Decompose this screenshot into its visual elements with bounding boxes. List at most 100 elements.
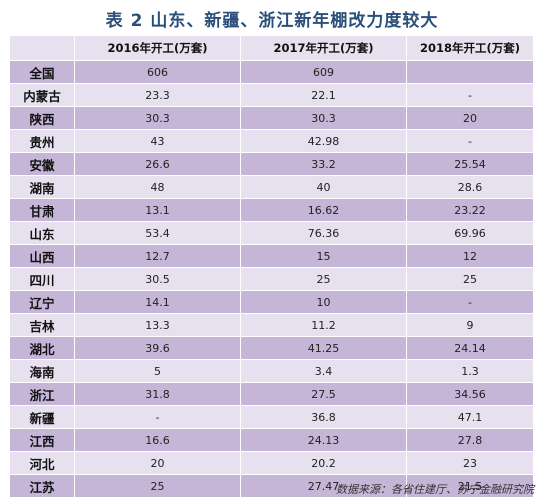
header-cell-2016: 2016年开工(万套) [74, 35, 241, 61]
table-row: 贵州 43 42.98- [9, 129, 534, 153]
cell-2017: 42.98 [240, 129, 407, 153]
cell-2017: 3.4 [240, 359, 407, 383]
cell-2016: 25 [74, 474, 241, 498]
cell-2018: - [406, 83, 534, 107]
cell-2016: 30.5 [74, 267, 241, 291]
data-table: 2016年开工(万套) 2017年开工(万套) 2018年开工(万套) 全国 60… [9, 35, 534, 498]
table-row: 新疆 -36.8 47.1 [9, 405, 534, 429]
row-header-cell: 海南 [9, 359, 75, 383]
cell-2017: 24.13 [240, 428, 407, 452]
row-header-cell: 湖北 [9, 336, 75, 360]
cell-2018: 24.14 [406, 336, 534, 360]
cell-2016: 13.3 [74, 313, 241, 337]
cell-2018: 12 [406, 244, 534, 268]
cell-2017: 33.2 [240, 152, 407, 176]
table-row: 海南 5 3.4 1.3 [9, 359, 534, 383]
cell-2016: 12.7 [74, 244, 241, 268]
cell-2017: 11.2 [240, 313, 407, 337]
cell-2018: 69.96 [406, 221, 534, 245]
cell-2017: 20.2 [240, 451, 407, 475]
cell-2017: 27.47 [240, 474, 407, 498]
table-row: 全国 606 609 [9, 60, 534, 84]
table-row: 山东 53.4 76.36 69.96 [9, 221, 534, 245]
cell-2016: 16.6 [74, 428, 241, 452]
cell-2018: 20 [406, 106, 534, 130]
cell-2016: 20 [74, 451, 241, 475]
header-cell-2017: 2017年开工(万套) [240, 35, 407, 61]
row-header-cell: 甘肃 [9, 198, 75, 222]
row-header-cell: 安徽 [9, 152, 75, 176]
table-row: 江西 16.6 24.13 27.8 [9, 428, 534, 452]
cell-2016: 53.4 [74, 221, 241, 245]
cell-2017: 36.8 [240, 405, 407, 429]
cell-2017: 30.3 [240, 106, 407, 130]
cell-2018: 9 [406, 313, 534, 337]
table-row: 浙江 31.8 27.5 34.56 [9, 382, 534, 406]
row-header-cell: 内蒙古 [9, 83, 75, 107]
row-header-cell: 湖南 [9, 175, 75, 199]
cell-2017: 10 [240, 290, 407, 314]
cell-2018: - [406, 290, 534, 314]
cell-2018: - [406, 129, 534, 153]
cell-2018: 1.3 [406, 359, 534, 383]
table-row: 山西 12.7 15 12 [9, 244, 534, 268]
cell-2017: 40 [240, 175, 407, 199]
cell-2017: 41.25 [240, 336, 407, 360]
row-header-cell: 新疆 [9, 405, 75, 429]
row-header-cell: 吉林 [9, 313, 75, 337]
cell-2016: 14.1 [74, 290, 241, 314]
row-header-cell: 四川 [9, 267, 75, 291]
row-header-cell: 山东 [9, 221, 75, 245]
cell-2016: 39.6 [74, 336, 241, 360]
source-note: 数据来源：各省住建厅、苏宁金融研究院 [336, 483, 534, 496]
header-cell-region [9, 35, 75, 61]
row-header-cell: 浙江 [9, 382, 75, 406]
cell-2018: 47.1 [406, 405, 534, 429]
table-row: 吉林 13.3 11.2 9 [9, 313, 534, 337]
table-row: 陕西 30.3 30.3 20 [9, 106, 534, 130]
cell-2016: 26.6 [74, 152, 241, 176]
cell-2016: 23.3 [74, 83, 241, 107]
header-row: 2016年开工(万套) 2017年开工(万套) 2018年开工(万套) [9, 35, 534, 61]
cell-2017: 22.1 [240, 83, 407, 107]
cell-2017: 27.5 [240, 382, 407, 406]
row-header-cell: 江苏 [9, 474, 75, 498]
cell-2016: 48 [74, 175, 241, 199]
row-header-cell: 贵州 [9, 129, 75, 153]
cell-2016: 30.3 [74, 106, 241, 130]
table-row: 甘肃 13.1 16.62 23.22 [9, 198, 534, 222]
row-header-cell: 陕西 [9, 106, 75, 130]
cell-2018: 21.5 [406, 474, 534, 498]
table-row: 湖北 39.6 41.25 24.14 [9, 336, 534, 360]
cell-2016: 31.8 [74, 382, 241, 406]
table-row: 内蒙古 23.3 22.1- [9, 83, 534, 107]
table-row: 安徽 26.6 33.2 25.54 [9, 152, 534, 176]
row-header-cell: 河北 [9, 451, 75, 475]
cell-2017: 25 [240, 267, 407, 291]
cell-2017: 15 [240, 244, 407, 268]
cell-2018 [406, 60, 534, 84]
cell-2016: 606 [74, 60, 241, 84]
cell-2017: 609 [240, 60, 407, 84]
cell-2017: 76.36 [240, 221, 407, 245]
table-row: 湖南 48 40 28.6 [9, 175, 534, 199]
cell-2016: - [74, 405, 241, 429]
cell-2018: 23.22 [406, 198, 534, 222]
table-row: 江苏 25 27.47 21.5 [9, 474, 534, 498]
row-header-cell: 全国 [9, 60, 75, 84]
table-row: 河北 20 20.2 23 [9, 451, 534, 475]
row-header-cell: 山西 [9, 244, 75, 268]
cell-2018: 34.56 [406, 382, 534, 406]
cell-2018: 28.6 [406, 175, 534, 199]
table-row: 四川 30.5 25 25 [9, 267, 534, 291]
header-cell-2018: 2018年开工(万套) [406, 35, 534, 61]
cell-2017: 16.62 [240, 198, 407, 222]
cell-2016: 43 [74, 129, 241, 153]
cell-2016: 13.1 [74, 198, 241, 222]
table-body: 全国 606 609 内蒙古 23.3 22.1- 陕西 30.3 30.3 20 贵州 43 42.9… [9, 60, 534, 498]
cell-2018: 23 [406, 451, 534, 475]
cell-2016: 5 [74, 359, 241, 383]
table-row: 辽宁 14.1 10- [9, 290, 534, 314]
cell-2018: 25 [406, 267, 534, 291]
